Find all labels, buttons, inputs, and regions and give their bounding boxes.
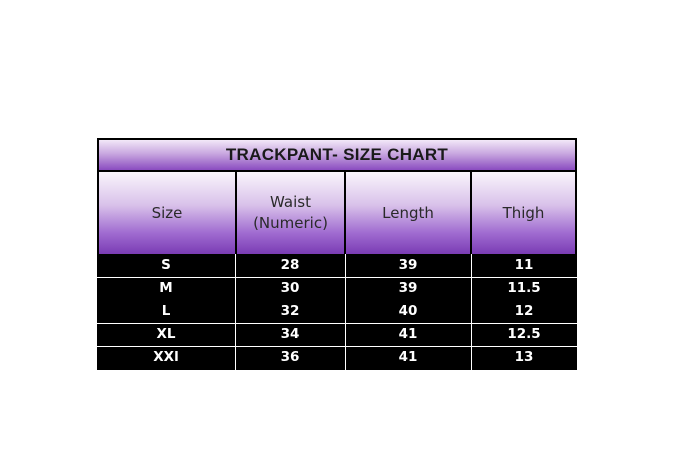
table-row: S 28 39 11 [97, 254, 577, 277]
table-row: L 32 40 12 [97, 300, 577, 323]
header-waist: Waist (Numeric) [237, 172, 344, 254]
table-cell-thigh: 13 [514, 349, 534, 365]
table-cell-waist: 32 [280, 303, 300, 319]
table-cell-thigh: 12.5 [507, 326, 541, 342]
table-cell-length: 40 [398, 303, 418, 319]
table-cell-length: 39 [398, 280, 418, 296]
header-size: Size [99, 172, 235, 254]
table-cell-waist: 36 [280, 349, 300, 365]
column-divider [235, 254, 236, 370]
table-cell-waist: 30 [280, 280, 300, 296]
table-cell-length: 39 [398, 257, 418, 273]
table-row: XL 34 41 12.5 [97, 323, 577, 346]
chart-title: TRACKPANT- SIZE CHART [99, 140, 575, 170]
column-divider [471, 254, 472, 370]
row-divider [97, 323, 577, 324]
table-cell-size: XL [156, 326, 176, 342]
table-cell-size: S [161, 257, 171, 273]
table-cell-waist: 34 [280, 326, 300, 342]
table-row: XXl 36 41 13 [97, 346, 577, 369]
size-chart-table: TRACKPANT- SIZE CHART Size Waist (Numeri… [97, 138, 577, 370]
table-cell-thigh: 11.5 [507, 280, 541, 296]
header-length: Length [346, 172, 470, 254]
row-divider [97, 277, 577, 278]
table-cell-size: L [161, 303, 171, 319]
table-cell-waist: 28 [280, 257, 300, 273]
row-divider [97, 346, 577, 347]
table-cell-size: XXl [153, 349, 179, 365]
header-thigh: Thigh [472, 172, 575, 254]
table-cell-thigh: 11 [514, 257, 534, 273]
table-cell-length: 41 [398, 349, 418, 365]
column-divider [345, 254, 346, 370]
table-cell-length: 41 [398, 326, 418, 342]
table-cell-thigh: 12 [514, 303, 534, 319]
table-cell-size: M [159, 280, 173, 296]
table-row: M 30 39 11.5 [97, 277, 577, 300]
